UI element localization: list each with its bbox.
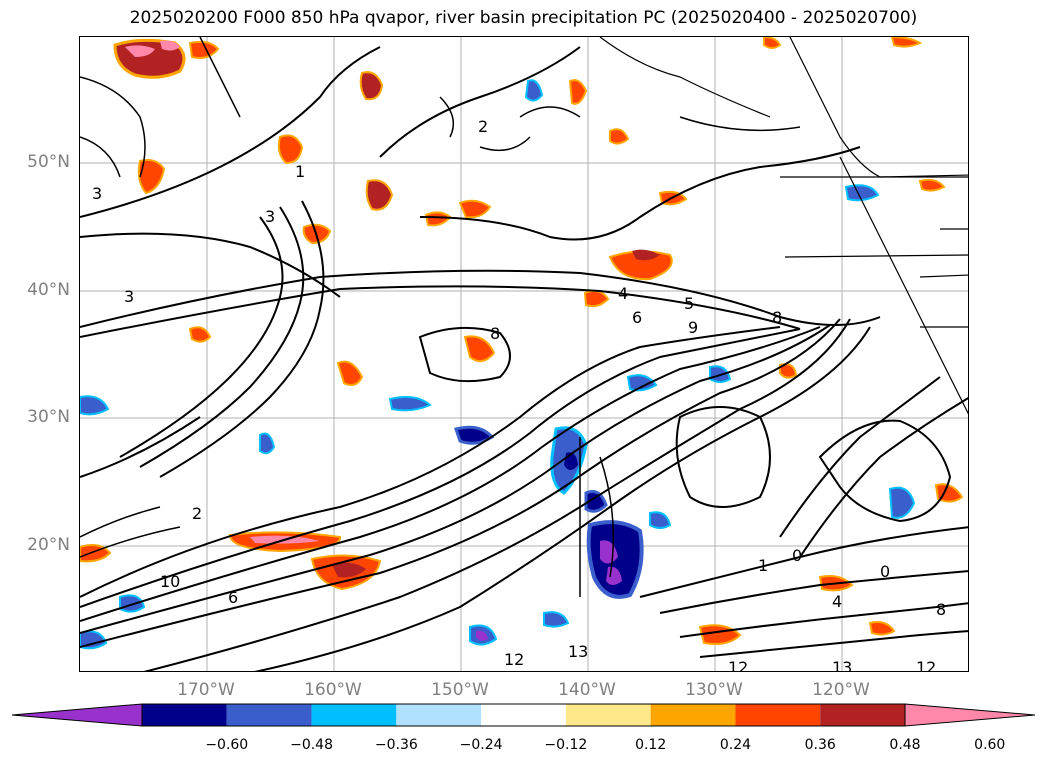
colorbar-tick-label: 0.48 bbox=[889, 737, 921, 753]
colorbar-tick-label: −0.60 bbox=[205, 737, 249, 753]
contour-label: 3 bbox=[265, 207, 275, 226]
contour-label: 12 bbox=[916, 658, 936, 672]
colorbar-tick-label: 0.12 bbox=[635, 737, 667, 753]
lon-label-130w: 130°W bbox=[685, 680, 743, 700]
contour-label: 9 bbox=[688, 318, 698, 337]
contour-label: 0 bbox=[792, 546, 802, 565]
colorbar-tick-label: 0.60 bbox=[974, 737, 1006, 753]
contour-label: 4 bbox=[618, 284, 628, 303]
colorbar-tick-label: −0.48 bbox=[290, 737, 333, 753]
fine-contours bbox=[80, 37, 801, 597]
colorbar-extend-max bbox=[904, 703, 1036, 727]
colorbar-segment bbox=[650, 704, 736, 726]
contour-label: 6 bbox=[228, 588, 238, 607]
lon-label-150w: 150°W bbox=[431, 680, 489, 700]
lon-label-160w: 160°W bbox=[304, 680, 362, 700]
contour-label: 2 bbox=[192, 504, 202, 523]
colorbar-segments bbox=[11, 703, 1036, 727]
map-title: 2025020200 F000 850 hPa qvapor, river ba… bbox=[129, 8, 918, 28]
colorbar-segment bbox=[481, 704, 566, 726]
contour-label: 8 bbox=[490, 324, 500, 343]
colorbar-tick-label: −0.12 bbox=[544, 737, 588, 753]
coastlines bbox=[599, 37, 968, 415]
colorbar-segment bbox=[820, 704, 905, 726]
lon-label-170w: 170°W bbox=[177, 680, 235, 700]
qvapor-contours bbox=[80, 46, 968, 671]
colorbar-segment bbox=[735, 704, 821, 726]
contour-label: 1 bbox=[295, 162, 305, 181]
map-panel: 1 2 3 3 3 4 5 6 8 8 9 2 0 0 1 4 6 8 10 1… bbox=[79, 36, 969, 672]
lon-label-120w: 120°W bbox=[812, 680, 870, 700]
colorbar-tick-label: 0.36 bbox=[804, 737, 836, 753]
lat-label-40n: 40°N bbox=[27, 280, 70, 300]
graticule bbox=[80, 37, 968, 671]
contour-label: 8 bbox=[772, 308, 782, 327]
lon-label-140w: 140°W bbox=[558, 680, 616, 700]
colorbar-segment bbox=[396, 704, 482, 726]
colorbar bbox=[11, 703, 1036, 727]
colorbar-outline bbox=[141, 703, 906, 727]
contour-labels-group: 1 2 3 3 3 4 5 6 8 8 9 2 0 0 1 4 6 8 10 1… bbox=[92, 117, 946, 672]
contour-label: 13 bbox=[832, 658, 852, 672]
colorbar-segment bbox=[565, 704, 651, 726]
contour-label: 4 bbox=[832, 592, 842, 611]
colorbar-segment bbox=[226, 704, 312, 726]
colorbar-tick-label: 0.24 bbox=[719, 737, 752, 753]
positive-anomaly-patches bbox=[80, 37, 964, 645]
contour-label: 0 bbox=[880, 562, 890, 581]
contour-label: 5 bbox=[684, 294, 694, 313]
contour-label: 13 bbox=[568, 642, 588, 661]
colorbar-extend-min bbox=[11, 703, 143, 727]
colorbar-segment bbox=[311, 704, 397, 726]
colorbar-segment bbox=[142, 704, 227, 726]
contour-label: 12 bbox=[504, 650, 524, 669]
colorbar-tick-label: −0.24 bbox=[459, 737, 503, 753]
contour-label: 3 bbox=[92, 184, 102, 203]
map-plot: 1 2 3 3 3 4 5 6 8 8 9 2 0 0 1 4 6 8 10 1… bbox=[80, 37, 968, 672]
colorbar-tick-label: −0.36 bbox=[374, 737, 418, 753]
contour-label: 6 bbox=[632, 308, 642, 327]
contour-label: 10 bbox=[160, 572, 180, 591]
negative-anomaly-patches bbox=[80, 79, 916, 650]
contour-label: 2 bbox=[478, 117, 488, 136]
contour-label: 8 bbox=[936, 600, 946, 619]
lat-label-20n: 20°N bbox=[27, 535, 70, 555]
lat-label-30n: 30°N bbox=[27, 407, 70, 427]
contour-label: 12 bbox=[728, 658, 748, 672]
contour-label: 1 bbox=[758, 556, 768, 575]
contour-label: 3 bbox=[124, 287, 134, 306]
lat-label-50n: 50°N bbox=[27, 152, 70, 172]
